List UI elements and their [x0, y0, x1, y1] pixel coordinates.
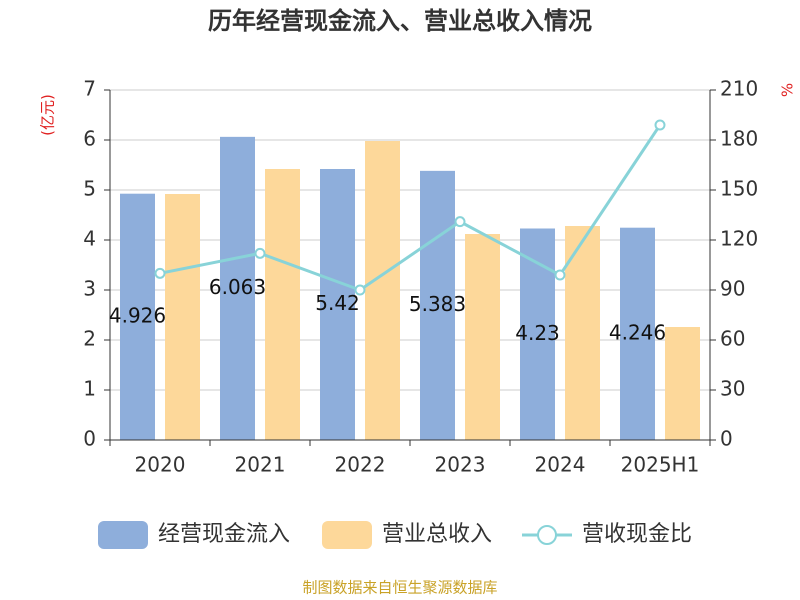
y-tick-label: 4 — [83, 227, 96, 251]
y2-tick-label: 210 — [720, 77, 758, 101]
y2-tick-label: 60 — [720, 327, 745, 351]
y2-tick-label: 120 — [720, 227, 758, 251]
bar — [120, 193, 155, 440]
line-marker — [554, 269, 566, 281]
legend-swatch-marker — [537, 525, 557, 545]
data-label: 5.383 — [409, 292, 466, 316]
y2-tick-label: 150 — [720, 177, 758, 201]
legend-label: 营业总收入 — [382, 522, 492, 547]
legend-swatch — [322, 521, 372, 549]
line-marker — [454, 216, 466, 228]
x-tick-label: 2025H1 — [621, 453, 700, 477]
chart-title: 历年经营现金流入、营业总收入情况 — [208, 7, 592, 35]
data-label: 6.063 — [209, 275, 266, 299]
bar — [565, 226, 600, 440]
bar — [420, 170, 455, 440]
y-tick-label: 6 — [83, 127, 96, 151]
x-tick-label: 2022 — [335, 453, 386, 477]
y-axis-label: (亿元) — [39, 94, 57, 136]
legend-swatch — [98, 521, 148, 549]
legend-label: 经营现金流入 — [158, 522, 290, 547]
line — [159, 124, 662, 292]
y-tick-label: 7 — [83, 77, 96, 101]
x-tick-label: 2024 — [535, 453, 586, 477]
data-label: 5.42 — [315, 291, 360, 315]
y2-tick-label: 180 — [720, 127, 758, 151]
bar — [265, 169, 300, 440]
y2-tick-label: 90 — [720, 277, 745, 301]
x-tick-label: 2021 — [235, 453, 286, 477]
x-tick-label: 2020 — [135, 453, 186, 477]
data-label: 4.23 — [515, 321, 560, 345]
y2-tick-label: 0 — [720, 427, 733, 451]
data-label: 4.246 — [609, 320, 666, 344]
bar — [320, 169, 355, 440]
line-marker — [354, 284, 366, 296]
bar — [365, 141, 400, 440]
bar — [665, 327, 700, 440]
legend-label: 营收现金比 — [582, 522, 692, 547]
bar — [465, 234, 500, 440]
y2-tick-label: 30 — [720, 377, 745, 401]
y-tick-label: 2 — [83, 327, 96, 351]
bar — [165, 194, 200, 440]
y-tick-label: 5 — [83, 177, 96, 201]
data-label: 4.926 — [109, 303, 166, 327]
line-marker — [254, 247, 266, 259]
bar — [220, 136, 255, 440]
y-tick-label: 0 — [83, 427, 96, 451]
bar — [620, 227, 655, 440]
source-note: 制图数据来自恒生聚源数据库 — [302, 579, 497, 597]
line-marker — [154, 267, 166, 279]
y-tick-label: 1 — [83, 377, 96, 401]
line-marker — [654, 119, 666, 131]
y2-axis-label: % — [779, 83, 797, 97]
x-tick-label: 2023 — [435, 453, 486, 477]
y-tick-label: 3 — [83, 277, 96, 301]
